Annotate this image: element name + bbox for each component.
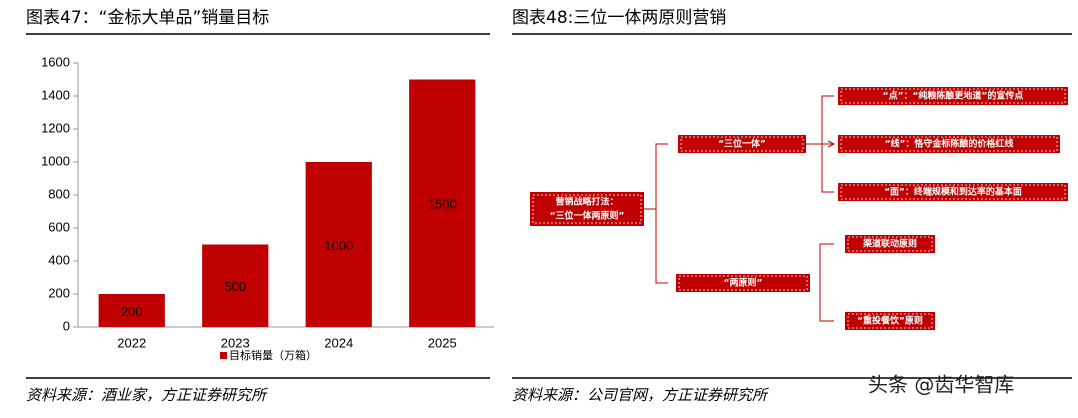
node-border (840, 136, 1058, 152)
node-box (845, 312, 935, 330)
y-tick-label: 1000 (41, 153, 70, 168)
arrow (806, 140, 836, 148)
node-box (845, 235, 935, 253)
node-label: “线”：恪守金标陈酿的价格红线 (885, 138, 1014, 150)
bar (409, 79, 476, 327)
node-box (838, 87, 1068, 105)
left-title: 图表47：“金标大单品”销量目标 (26, 8, 269, 28)
node-border (678, 275, 808, 291)
data-label: 1000 (324, 238, 353, 253)
node-label: “点”：“纯粮陈酿更地道”的宣传点 (883, 90, 1024, 102)
connector (644, 143, 668, 284)
right-title: 图表48:三位一体两原则营销 (512, 8, 726, 28)
bar (305, 162, 372, 327)
bar (202, 244, 269, 327)
node-label: 渠道联动原则 (862, 238, 917, 250)
x-tick-label: 2023 (221, 335, 250, 350)
node-label: “面”：终端规模和到达率的基本面 (884, 186, 1022, 198)
node-label: 营销战略打法： (555, 196, 618, 208)
node-box (676, 274, 810, 292)
node-border (840, 88, 1066, 104)
y-tick-label: 0 (63, 318, 70, 333)
y-tick-label: 1200 (41, 120, 70, 135)
node-box (838, 183, 1068, 201)
y-tick-label: 800 (48, 186, 70, 201)
x-tick-label: 2024 (324, 335, 353, 350)
watermark: 头条 @齿华智库 (868, 373, 1014, 397)
x-tick-label: 2022 (117, 335, 146, 350)
node-border (532, 194, 642, 224)
y-tick-label: 600 (48, 219, 70, 234)
node-border (847, 236, 933, 252)
x-tick-label: 2025 (428, 335, 457, 350)
node-box (838, 135, 1060, 153)
node-border (840, 184, 1066, 200)
node-label: “三位一体两原则” (550, 210, 625, 222)
y-tick-label: 1600 (41, 54, 70, 69)
node-box (678, 135, 806, 153)
node-label: “两原则” (724, 277, 763, 289)
data-label: 500 (224, 279, 246, 294)
node-border (847, 313, 933, 329)
node-box (530, 192, 644, 226)
diagram: 营销战略打法： “三位一体两原则” “三位一体” “两原则” “点”：“纯粮陈酿… (530, 87, 1068, 330)
right-source: 资料来源：公司官网，方正证券研究所 (512, 386, 769, 404)
connector (819, 243, 834, 322)
y-tick-label: 400 (48, 252, 70, 267)
y-tick-label: 1400 (41, 87, 70, 102)
bar-chart: 0 200 400 600 800 1000 1200 1400 1600 2022 2023 202… (41, 54, 494, 362)
bar (98, 294, 165, 327)
data-label: 200 (121, 304, 143, 319)
node-label: “三位一体” (718, 138, 766, 150)
node-label: “重投餐饮”原则 (857, 315, 923, 327)
node-border (680, 136, 804, 152)
data-label: 1500 (428, 197, 457, 212)
y-tick-label: 200 (48, 285, 70, 300)
legend-swatch (220, 352, 227, 359)
left-source: 资料来源：酒业家，方正证券研究所 (26, 386, 268, 404)
legend-label: 目标销量（万箱） (229, 348, 317, 362)
